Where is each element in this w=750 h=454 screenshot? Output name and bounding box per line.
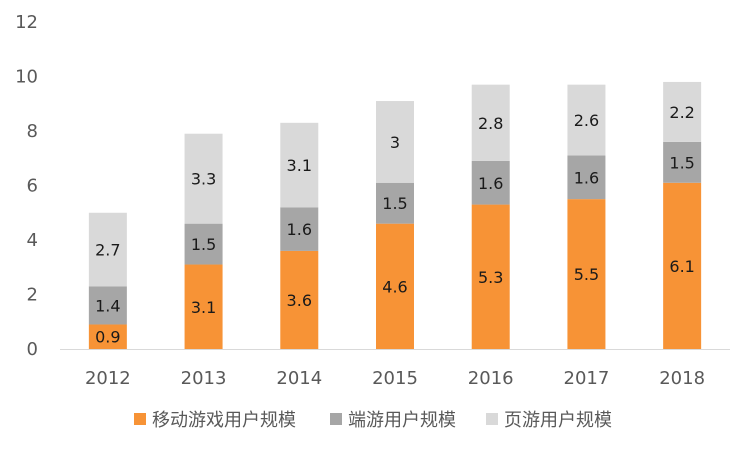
bar-segment (567, 155, 606, 200)
data-label: 3.1 (287, 156, 312, 175)
data-label: 2.2 (669, 103, 694, 122)
x-tick-label: 2015 (372, 368, 418, 389)
legend-label: 端游用户规模 (348, 410, 456, 431)
data-label: 1.5 (191, 235, 216, 254)
data-label: 3.3 (191, 170, 216, 189)
data-label: 2.6 (574, 111, 599, 130)
data-label: 1.6 (574, 168, 599, 187)
y-tick-label: 0 (27, 339, 38, 360)
bar-segment (663, 81, 702, 142)
bar-segment (471, 204, 510, 349)
bar-segment (280, 207, 319, 251)
bar-segment (88, 324, 127, 349)
bar-segment (376, 182, 414, 224)
bar-segment (567, 84, 606, 156)
bar-segment (184, 223, 223, 265)
data-label: 4.6 (382, 277, 407, 296)
data-label: 5.5 (574, 265, 599, 284)
legend-label: 移动游戏用户规模 (152, 410, 296, 431)
y-tick-label: 8 (27, 121, 38, 142)
y-axis-ticks: 0 2 4 6 8 10 12 (15, 12, 38, 360)
bar-segment (280, 250, 319, 349)
bar-segment (280, 122, 319, 208)
legend: 移动游戏用户规模 端游用户规模 页游用户规模 (134, 410, 612, 431)
legend-swatch (330, 413, 342, 425)
x-tick-label: 2012 (85, 368, 131, 389)
data-label: 3.1 (191, 298, 216, 317)
data-label: 0.9 (95, 328, 120, 347)
data-label: 5.3 (478, 268, 503, 287)
legend-label: 页游用户规模 (504, 410, 612, 431)
y-tick-label: 2 (27, 285, 38, 306)
bar-segment (663, 182, 702, 349)
data-label: 1.6 (478, 174, 503, 193)
bars-layer: 0.9 1.4 2.7 3.1 1.5 3.3 3.6 1.6 3.1 4.6 1.5 3 5.3 1.6… (88, 81, 702, 349)
bar-segment (567, 199, 606, 349)
y-tick-label: 10 (15, 67, 38, 88)
data-label: 3.6 (287, 291, 312, 310)
legend-swatch (486, 413, 498, 425)
bar-segment (663, 141, 702, 183)
data-label: 3 (390, 133, 400, 152)
data-label: 1.5 (382, 194, 407, 213)
bar-segment (376, 101, 414, 183)
bar-segment (88, 286, 127, 325)
bar-segment (471, 160, 510, 205)
bar-segment (471, 84, 510, 161)
data-label: 2.8 (478, 114, 503, 133)
x-tick-label: 2017 (564, 368, 610, 389)
y-tick-label: 6 (27, 176, 38, 197)
x-tick-label: 2016 (468, 368, 514, 389)
data-label: 6.1 (669, 257, 694, 276)
bar-segment (88, 212, 127, 287)
data-label: 1.5 (669, 153, 694, 172)
legend-swatch (134, 413, 146, 425)
bar-segment (184, 133, 223, 224)
x-axis-ticks: 2012 2013 2014 2015 2016 2017 2018 (85, 368, 705, 389)
x-tick-label: 2014 (276, 368, 322, 389)
data-label: 2.7 (95, 241, 120, 260)
bar-segment (376, 223, 414, 349)
bar-segment (184, 264, 223, 349)
x-tick-label: 2018 (659, 368, 705, 389)
data-label: 1.6 (287, 220, 312, 239)
y-tick-label: 4 (27, 230, 38, 251)
data-label: 1.4 (95, 296, 120, 315)
y-tick-label: 12 (15, 12, 38, 33)
x-tick-label: 2013 (181, 368, 227, 389)
